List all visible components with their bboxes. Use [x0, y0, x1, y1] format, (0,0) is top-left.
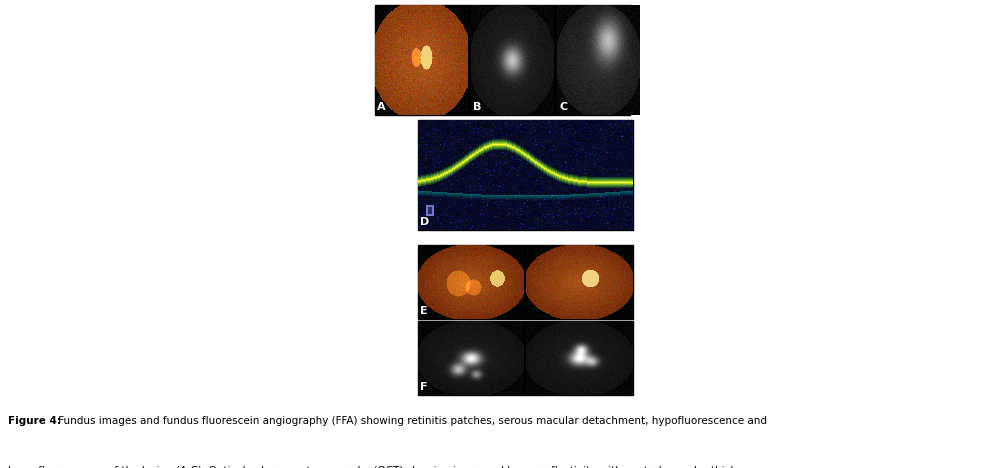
- Bar: [418, 321, 633, 395]
- Text: B: B: [473, 102, 481, 112]
- Bar: [375, 5, 630, 115]
- Bar: [418, 120, 633, 230]
- Text: A: A: [377, 102, 386, 112]
- Text: Fundus images and fundus fluorescein angiography (FFA) showing retinitis patches: Fundus images and fundus fluorescein ang…: [55, 416, 767, 425]
- Text: F: F: [420, 382, 428, 392]
- Text: D: D: [420, 217, 429, 227]
- Text: Figure 4:: Figure 4:: [8, 416, 61, 425]
- Text: C: C: [559, 102, 567, 112]
- Text: hyperfluorescence of the lesion (A-C). Optical coherence tomography (OCT) showin: hyperfluorescence of the lesion (A-C). O…: [8, 467, 761, 468]
- Bar: [418, 245, 633, 319]
- Text: E: E: [420, 306, 428, 316]
